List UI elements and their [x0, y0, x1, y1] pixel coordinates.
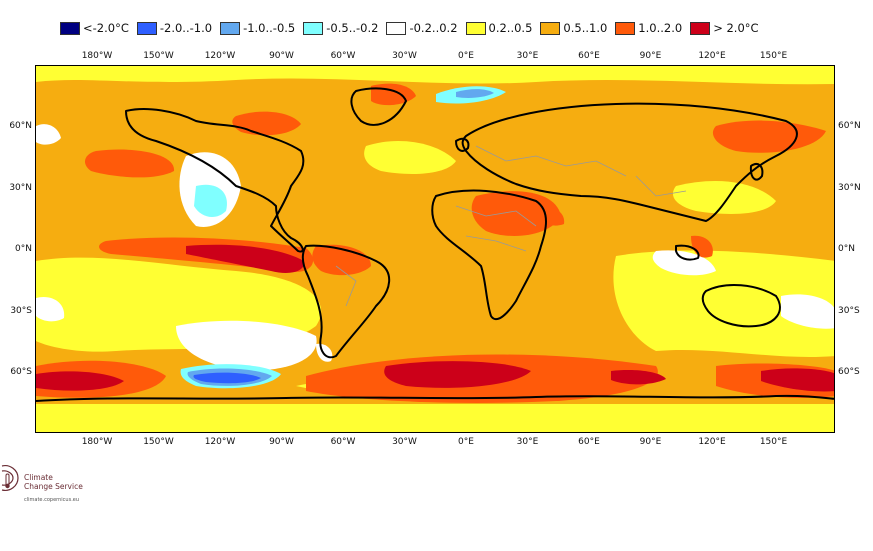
longitude-label: 90°E — [639, 437, 662, 447]
longitude-label: 150°E — [759, 51, 788, 61]
africa-coast — [431, 189, 547, 321]
longitude-label: 120°W — [204, 437, 236, 447]
legend-item: 0.5..1.0 — [540, 21, 607, 35]
longitude-label: 120°W — [204, 51, 236, 61]
longitude-label: 30°W — [392, 51, 417, 61]
latitude-label: 60°S — [10, 367, 32, 377]
longitude-label: 30°E — [516, 51, 539, 61]
longitude-label: 180°W — [81, 437, 113, 447]
legend-item: <-2.0°C — [60, 21, 129, 35]
legend-swatch — [386, 21, 407, 35]
latitude-label: 60°N — [838, 121, 861, 131]
legend-label: <-2.0°C — [83, 21, 129, 35]
logo-name-line1: Climate — [24, 473, 53, 482]
map-legend: <-2.0°C -2.0..-1.0 -1.0..-0.5 -0.5..-0.2 -0.… — [60, 18, 767, 38]
latitude-label: 30°N — [838, 182, 861, 193]
longitude-label: 150°W — [143, 51, 174, 61]
anomaly-1.0-2.0-regions — [36, 83, 834, 403]
longitude-label: 0°E — [458, 51, 474, 61]
legend-label: -1.0..-0.5 — [243, 21, 296, 35]
map-canvas — [36, 66, 834, 432]
legend-item: 0.2..0.5 — [465, 21, 533, 35]
eurasia-coast — [461, 102, 798, 222]
south-america-coast — [301, 244, 391, 359]
copernicus-logo — [0, 462, 22, 498]
latitude-label: 0°N — [15, 244, 32, 254]
legend-swatch — [615, 21, 636, 35]
latitude-label: 60°N — [9, 121, 32, 131]
legend-item: -1.0..-0.5 — [220, 21, 295, 35]
australia-coast — [701, 284, 781, 328]
longitude-label: 60°E — [578, 437, 600, 447]
legend-item: 1.0..2.0 — [615, 21, 682, 35]
latitude-label: 0°N — [838, 244, 855, 254]
legend-item: > 2.0°C — [690, 21, 759, 35]
logo-title: Climate Change Service — [24, 473, 83, 491]
legend-label: 1.0..2.0 — [638, 21, 683, 35]
legend-item: -0.2..0.2 — [386, 21, 458, 35]
legend-swatch — [220, 21, 241, 35]
legend-swatch — [136, 21, 157, 35]
indonesia-coast — [675, 244, 700, 261]
legend-label: 0.5..1.0 — [563, 21, 608, 35]
legend-label: 0.2..0.5 — [488, 21, 533, 35]
longitude-label: 120°E — [698, 51, 726, 61]
north-america-coast — [125, 108, 305, 253]
temperature-anomaly-map — [35, 65, 835, 433]
legend-swatch — [690, 21, 711, 35]
coastlines — [36, 87, 834, 402]
latitude-label: 30°S — [10, 305, 32, 316]
legend-label: > 2.0°C — [713, 21, 759, 35]
legend-label: -0.5..-0.2 — [326, 21, 379, 35]
longitude-label: 60°E — [578, 51, 600, 61]
latitude-label: 30°N — [9, 182, 32, 193]
longitude-label: 90°W — [269, 51, 294, 61]
longitude-label: 30°E — [516, 437, 539, 447]
anomaly-above-2.0-regions — [36, 244, 834, 392]
anomaly-negative-regions — [180, 86, 506, 389]
latitude-label: 30°S — [838, 305, 860, 316]
longitude-label: 30°W — [392, 437, 417, 447]
longitude-label: 150°W — [143, 437, 174, 447]
logo-url: climate.copernicus.eu — [24, 497, 80, 503]
legend-label: -0.2..0.2 — [409, 21, 458, 35]
longitude-label: 120°E — [698, 437, 726, 447]
country-borders — [335, 145, 687, 307]
greenland-coast — [350, 87, 407, 126]
logo-mark-icon — [1, 465, 19, 491]
longitude-label: 180°W — [81, 51, 113, 61]
legend-swatch — [465, 21, 486, 35]
anomaly-near-zero-regions — [36, 124, 834, 371]
longitude-label: 60°W — [330, 437, 356, 447]
legend-item: -2.0..-1.0 — [136, 21, 213, 35]
longitude-label: 150°E — [759, 437, 788, 447]
longitude-label: 90°E — [639, 51, 662, 61]
legend-swatch — [540, 21, 561, 35]
antarctica-coast — [36, 394, 834, 402]
uk-coast — [455, 137, 470, 152]
anomaly-0.2-0.5-regions — [36, 66, 834, 432]
legend-swatch — [303, 21, 324, 35]
legend-label: -2.0..-1.0 — [159, 21, 213, 35]
longitude-label: 60°W — [330, 51, 356, 61]
latitude-label: 60°S — [838, 367, 860, 377]
longitude-label: 0°E — [458, 437, 474, 447]
logo-name-line2: Change Service — [24, 482, 83, 491]
legend-swatch — [60, 21, 80, 35]
longitude-label: 90°W — [269, 437, 294, 447]
legend-item: -0.5..-0.2 — [303, 21, 378, 35]
japan-coast — [749, 163, 764, 181]
